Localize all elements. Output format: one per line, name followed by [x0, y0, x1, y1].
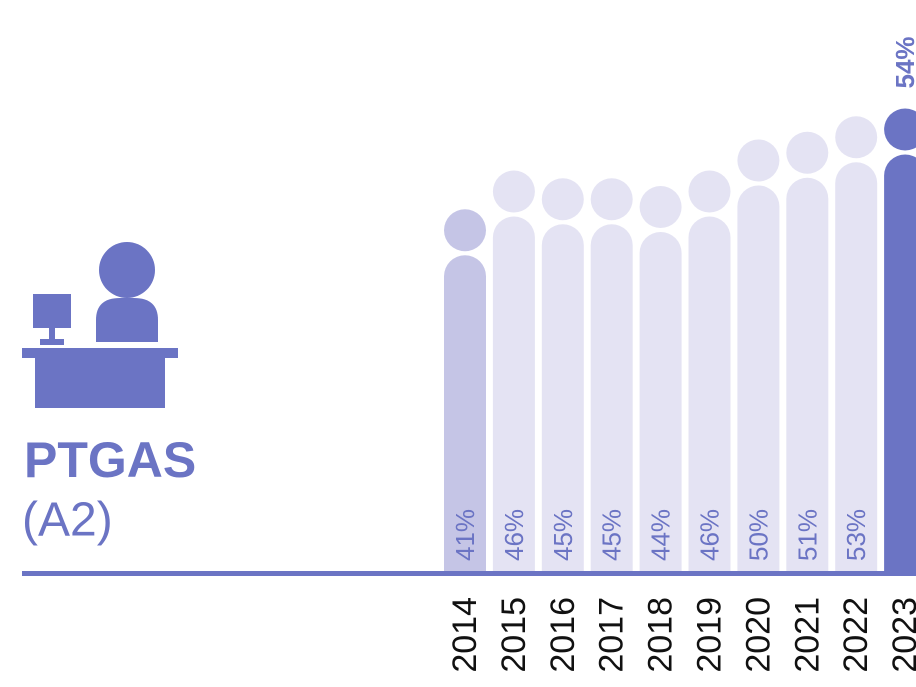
bar-head [639, 186, 682, 228]
chart-subtitle: (A2) [22, 494, 113, 547]
bar [835, 162, 878, 573]
x-tick-label: 2019 [691, 597, 729, 673]
bar-head [492, 170, 535, 213]
baseline [22, 571, 916, 576]
x-tick-label: 2015 [495, 597, 533, 673]
bar [444, 255, 486, 573]
bar-head [835, 116, 878, 159]
value-label: 51% [792, 509, 822, 561]
value-label: 45% [597, 509, 627, 561]
bar-head [541, 178, 584, 221]
value-label: 53% [841, 509, 871, 561]
bar [884, 154, 916, 573]
bar-head [786, 131, 829, 174]
bar [639, 232, 682, 573]
value-label: 41% [450, 509, 480, 561]
value-label: 45% [548, 509, 578, 561]
x-tick-label: 2021 [788, 597, 826, 673]
bar [541, 224, 584, 573]
x-tick-label: 2016 [544, 597, 582, 673]
x-tick-label: 2018 [642, 597, 680, 673]
chart-title: PTGAS [24, 432, 196, 488]
icon-desk-person [22, 242, 178, 408]
bar [688, 216, 731, 573]
bar-head [444, 209, 486, 252]
value-label: 46% [695, 509, 725, 561]
bar-head [688, 170, 731, 213]
x-tick-label: 2020 [739, 597, 777, 673]
value-label: 54% [890, 36, 916, 88]
x-tick-label: 2022 [837, 597, 875, 673]
bar [786, 177, 829, 573]
bar-head [737, 139, 780, 182]
bar [492, 216, 535, 573]
bar-head [590, 178, 633, 221]
x-tick-label: 2023 [886, 597, 916, 673]
value-label: 44% [646, 509, 676, 561]
bar [737, 185, 780, 574]
bar-head [884, 108, 916, 151]
bar [590, 224, 633, 573]
value-label: 46% [499, 509, 529, 561]
x-tick-label: 2017 [593, 597, 631, 673]
value-label: 50% [743, 509, 773, 561]
x-tick-label: 2014 [446, 597, 484, 673]
